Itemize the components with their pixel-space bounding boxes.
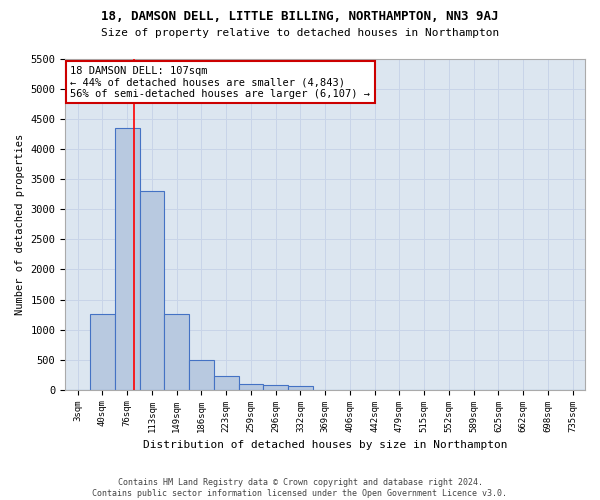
Text: 18, DAMSON DELL, LITTLE BILLING, NORTHAMPTON, NN3 9AJ: 18, DAMSON DELL, LITTLE BILLING, NORTHAM… (101, 10, 499, 23)
X-axis label: Distribution of detached houses by size in Northampton: Distribution of detached houses by size … (143, 440, 508, 450)
Bar (214, 376, 239, 390)
Text: 18 DAMSON DELL: 107sqm
← 44% of detached houses are smaller (4,843)
56% of semi-: 18 DAMSON DELL: 107sqm ← 44% of detached… (70, 66, 370, 99)
Bar (140, 190, 164, 390)
Text: Contains HM Land Registry data © Crown copyright and database right 2024.
Contai: Contains HM Land Registry data © Crown c… (92, 478, 508, 498)
Text: Size of property relative to detached houses in Northampton: Size of property relative to detached ho… (101, 28, 499, 38)
Bar (164, 314, 189, 390)
Bar (189, 360, 214, 390)
Y-axis label: Number of detached properties: Number of detached properties (15, 134, 25, 315)
Bar (239, 384, 263, 390)
Bar (263, 385, 288, 390)
Bar (115, 128, 140, 390)
Bar (288, 386, 313, 390)
Bar (90, 314, 115, 390)
